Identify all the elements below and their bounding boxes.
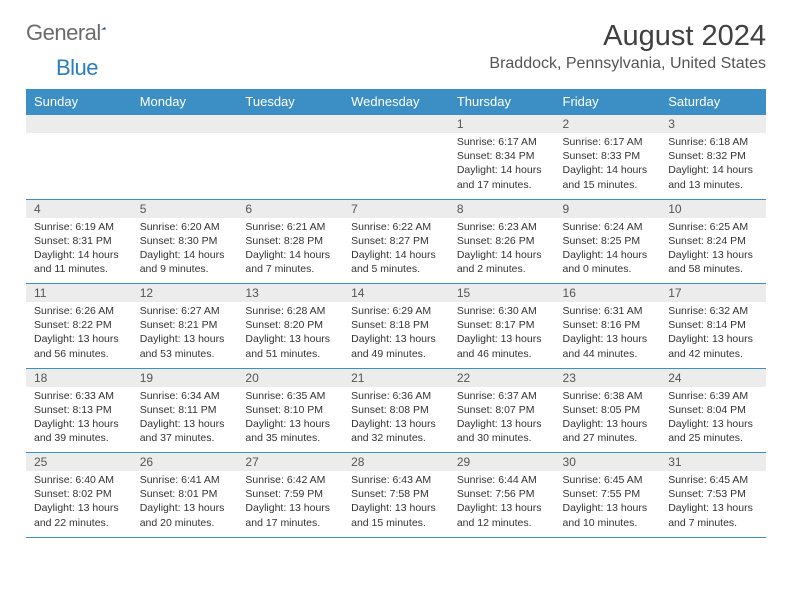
weekday-header: Saturday: [660, 89, 766, 115]
daynum-row: 25262728293031: [26, 453, 766, 472]
day-details-cell: Sunrise: 6:17 AMSunset: 8:34 PMDaylight:…: [449, 133, 555, 199]
day-details-cell: Sunrise: 6:24 AMSunset: 8:25 PMDaylight:…: [555, 218, 661, 284]
day-number-cell: [132, 115, 238, 134]
details-row: Sunrise: 6:19 AMSunset: 8:31 PMDaylight:…: [26, 218, 766, 284]
day-details-cell: Sunrise: 6:35 AMSunset: 8:10 PMDaylight:…: [237, 387, 343, 453]
day-details-cell: Sunrise: 6:38 AMSunset: 8:05 PMDaylight:…: [555, 387, 661, 453]
day-details-cell: Sunrise: 6:25 AMSunset: 8:24 PMDaylight:…: [660, 218, 766, 284]
day-details-cell: [237, 133, 343, 199]
day-details-cell: Sunrise: 6:22 AMSunset: 8:27 PMDaylight:…: [343, 218, 449, 284]
daynum-row: 18192021222324: [26, 368, 766, 387]
weekday-header: Friday: [555, 89, 661, 115]
day-number-cell: 13: [237, 284, 343, 303]
details-row: Sunrise: 6:40 AMSunset: 8:02 PMDaylight:…: [26, 471, 766, 537]
day-number-cell: 21: [343, 368, 449, 387]
day-details-cell: Sunrise: 6:34 AMSunset: 8:11 PMDaylight:…: [132, 387, 238, 453]
day-number-cell: 12: [132, 284, 238, 303]
day-details-cell: Sunrise: 6:42 AMSunset: 7:59 PMDaylight:…: [237, 471, 343, 537]
day-details-cell: Sunrise: 6:37 AMSunset: 8:07 PMDaylight:…: [449, 387, 555, 453]
day-number-cell: 27: [237, 453, 343, 472]
logo: General: [26, 20, 129, 46]
day-number-cell: 4: [26, 199, 132, 218]
day-number-cell: 9: [555, 199, 661, 218]
day-number-cell: 29: [449, 453, 555, 472]
day-details-cell: Sunrise: 6:18 AMSunset: 8:32 PMDaylight:…: [660, 133, 766, 199]
daynum-row: 45678910: [26, 199, 766, 218]
weekday-header: Tuesday: [237, 89, 343, 115]
weekday-header: Monday: [132, 89, 238, 115]
details-row: Sunrise: 6:17 AMSunset: 8:34 PMDaylight:…: [26, 133, 766, 199]
day-number-cell: 28: [343, 453, 449, 472]
day-details-cell: Sunrise: 6:39 AMSunset: 8:04 PMDaylight:…: [660, 387, 766, 453]
day-number-cell: 7: [343, 199, 449, 218]
day-details-cell: Sunrise: 6:36 AMSunset: 8:08 PMDaylight:…: [343, 387, 449, 453]
day-number-cell: [237, 115, 343, 134]
day-details-cell: Sunrise: 6:41 AMSunset: 8:01 PMDaylight:…: [132, 471, 238, 537]
day-details-cell: Sunrise: 6:19 AMSunset: 8:31 PMDaylight:…: [26, 218, 132, 284]
day-details-cell: Sunrise: 6:29 AMSunset: 8:18 PMDaylight:…: [343, 302, 449, 368]
day-details-cell: Sunrise: 6:43 AMSunset: 7:58 PMDaylight:…: [343, 471, 449, 537]
daynum-row: 11121314151617: [26, 284, 766, 303]
day-number-cell: 22: [449, 368, 555, 387]
day-details-cell: Sunrise: 6:45 AMSunset: 7:55 PMDaylight:…: [555, 471, 661, 537]
weekday-header: Sunday: [26, 89, 132, 115]
weekday-header-row: Sunday Monday Tuesday Wednesday Thursday…: [26, 89, 766, 115]
day-number-cell: 6: [237, 199, 343, 218]
day-number-cell: 3: [660, 115, 766, 134]
day-number-cell: 11: [26, 284, 132, 303]
day-details-cell: Sunrise: 6:26 AMSunset: 8:22 PMDaylight:…: [26, 302, 132, 368]
day-details-cell: Sunrise: 6:20 AMSunset: 8:30 PMDaylight:…: [132, 218, 238, 284]
day-number-cell: 5: [132, 199, 238, 218]
logo-triangle-icon: [101, 20, 106, 36]
logo-word1: General: [26, 20, 101, 46]
day-number-cell: 15: [449, 284, 555, 303]
day-number-cell: 19: [132, 368, 238, 387]
day-details-cell: Sunrise: 6:30 AMSunset: 8:17 PMDaylight:…: [449, 302, 555, 368]
day-details-cell: Sunrise: 6:31 AMSunset: 8:16 PMDaylight:…: [555, 302, 661, 368]
day-details-cell: Sunrise: 6:27 AMSunset: 8:21 PMDaylight:…: [132, 302, 238, 368]
day-number-cell: 26: [132, 453, 238, 472]
day-number-cell: 30: [555, 453, 661, 472]
day-details-cell: Sunrise: 6:23 AMSunset: 8:26 PMDaylight:…: [449, 218, 555, 284]
page-title: August 2024: [489, 20, 766, 53]
day-details-cell: Sunrise: 6:21 AMSunset: 8:28 PMDaylight:…: [237, 218, 343, 284]
day-number-cell: [343, 115, 449, 134]
day-number-cell: 8: [449, 199, 555, 218]
calendar-page: General August 2024 Braddock, Pennsylvan…: [0, 0, 792, 558]
day-details-cell: [132, 133, 238, 199]
day-number-cell: 14: [343, 284, 449, 303]
details-row: Sunrise: 6:33 AMSunset: 8:13 PMDaylight:…: [26, 387, 766, 453]
day-details-cell: Sunrise: 6:17 AMSunset: 8:33 PMDaylight:…: [555, 133, 661, 199]
weekday-header: Thursday: [449, 89, 555, 115]
day-details-cell: [343, 133, 449, 199]
day-details-cell: Sunrise: 6:32 AMSunset: 8:14 PMDaylight:…: [660, 302, 766, 368]
day-details-cell: Sunrise: 6:33 AMSunset: 8:13 PMDaylight:…: [26, 387, 132, 453]
day-number-cell: 2: [555, 115, 661, 134]
day-number-cell: 20: [237, 368, 343, 387]
day-details-cell: Sunrise: 6:44 AMSunset: 7:56 PMDaylight:…: [449, 471, 555, 537]
day-details-cell: Sunrise: 6:40 AMSunset: 8:02 PMDaylight:…: [26, 471, 132, 537]
day-details-cell: [26, 133, 132, 199]
day-number-cell: 16: [555, 284, 661, 303]
daynum-row: 123: [26, 115, 766, 134]
weekday-header: Wednesday: [343, 89, 449, 115]
day-number-cell: [26, 115, 132, 134]
day-number-cell: 25: [26, 453, 132, 472]
day-number-cell: 18: [26, 368, 132, 387]
logo-word2: Blue: [56, 55, 98, 80]
calendar-body: 123Sunrise: 6:17 AMSunset: 8:34 PMDaylig…: [26, 115, 766, 538]
day-number-cell: 23: [555, 368, 661, 387]
day-number-cell: 24: [660, 368, 766, 387]
day-number-cell: 17: [660, 284, 766, 303]
day-number-cell: 1: [449, 115, 555, 134]
day-number-cell: 10: [660, 199, 766, 218]
calendar-table: Sunday Monday Tuesday Wednesday Thursday…: [26, 89, 766, 538]
day-number-cell: 31: [660, 453, 766, 472]
details-row: Sunrise: 6:26 AMSunset: 8:22 PMDaylight:…: [26, 302, 766, 368]
day-details-cell: Sunrise: 6:45 AMSunset: 7:53 PMDaylight:…: [660, 471, 766, 537]
day-details-cell: Sunrise: 6:28 AMSunset: 8:20 PMDaylight:…: [237, 302, 343, 368]
